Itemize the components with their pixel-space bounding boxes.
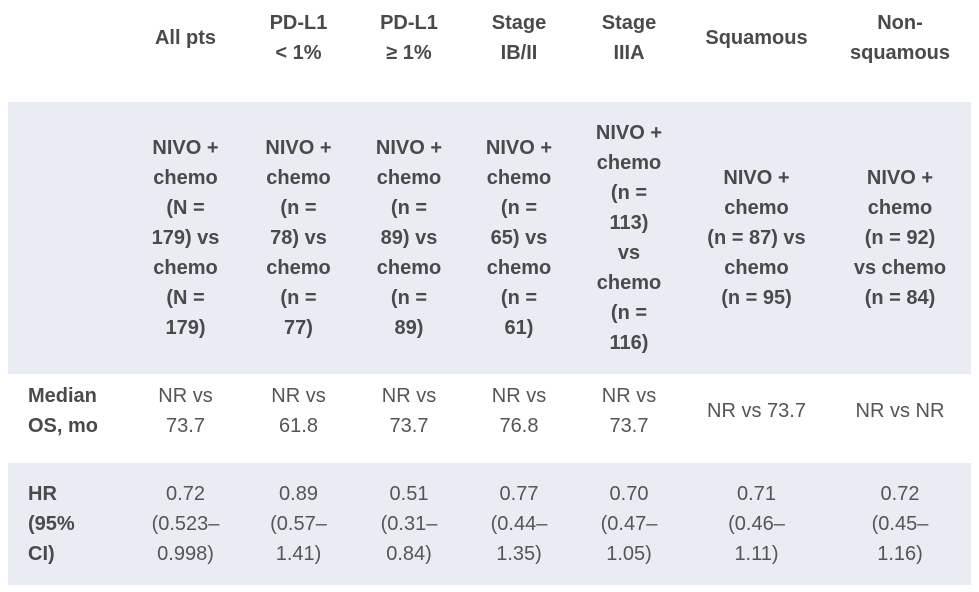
hr-stage-iiia: 0.70 (0.47– 1.05) xyxy=(600,483,658,565)
header-cell-stage-ib-ii: Stage IB/II xyxy=(491,12,547,64)
hr-squamous: 0.71 (0.46– 1.11) xyxy=(728,483,785,565)
arms-cell-stage-ib-ii: NIVO + chemo (n = 65) vs chemo (n = 61) xyxy=(485,137,553,339)
arms-cell-non-squamous: NIVO + chemo (n = 92) vs chemo (n = 84) xyxy=(853,167,947,309)
header-cell-non-squamous: Non- squamous xyxy=(849,12,951,64)
arms-cell-pdl1-ge1: NIVO + chemo (n = 89) vs chemo (n = 89) xyxy=(375,137,443,339)
median-os-all-pts: NR vs 73.7 xyxy=(158,384,213,437)
header-cell-all-pts: All pts xyxy=(154,27,217,49)
median-os-row: Median OS, mo NR vs 73.7 NR vs 61.8 NR v… xyxy=(8,374,971,447)
hr-all-pts: 0.72 (0.523– 0.998) xyxy=(151,483,220,565)
median-os-pdl1-lt1: NR vs 61.8 xyxy=(271,384,326,437)
arms-row: NIVO + chemo (N = 179) vs chemo (N = 179… xyxy=(8,102,971,374)
header-cell-squamous: Squamous xyxy=(705,27,808,49)
arms-cell-squamous: NIVO + chemo (n = 87) vs chemo (n = 95) xyxy=(707,167,806,309)
arms-cell-stage-iiia: NIVO + chemo (n = 113) vs chemo (n = 116… xyxy=(595,122,663,354)
median-os-stage-iiia: NR vs 73.7 xyxy=(601,384,657,437)
arms-cell-label xyxy=(8,102,128,374)
hr-non-squamous: 0.72 (0.45– 1.16) xyxy=(871,483,929,565)
hr-pdl1-lt1: 0.89 (0.57– 1.41) xyxy=(270,483,327,565)
header-row: All pts PD-L1 < 1% PD-L1 ≥ 1% Stage IB/I… xyxy=(8,0,971,76)
header-cell-pdl1-lt1: PD-L1 < 1% xyxy=(269,12,328,64)
hr-stage-ib-ii: 0.77 (0.44– 1.35) xyxy=(490,483,548,565)
arms-cell-all-pts: NIVO + chemo (N = 179) vs chemo (N = 179… xyxy=(151,137,220,339)
median-os-label: Median OS, mo xyxy=(28,384,99,437)
header-cell-pdl1-ge1: PD-L1 ≥ 1% xyxy=(380,12,438,64)
median-os-squamous: NR vs 73.7 xyxy=(707,399,806,422)
median-os-non-squamous: NR vs NR xyxy=(855,399,945,422)
hr-label: HR (95% CI) xyxy=(28,483,75,565)
hr-pdl1-ge1: 0.51 (0.31– 0.84) xyxy=(380,483,438,565)
median-os-stage-ib-ii: NR vs 76.8 xyxy=(491,384,547,437)
hr-row: HR (95% CI) 0.72 (0.523– 0.998) 0.89 (0.… xyxy=(8,463,971,585)
header-cell-corner xyxy=(8,0,128,76)
row-gap xyxy=(8,447,971,463)
arms-cell-pdl1-lt1: NIVO + chemo (n = 78) vs chemo (n = 77) xyxy=(265,137,332,339)
survival-table: All pts PD-L1 < 1% PD-L1 ≥ 1% Stage IB/I… xyxy=(8,0,971,585)
median-os-pdl1-ge1: NR vs 73.7 xyxy=(381,384,437,437)
header-cell-stage-iiia: Stage IIIA xyxy=(601,12,657,64)
